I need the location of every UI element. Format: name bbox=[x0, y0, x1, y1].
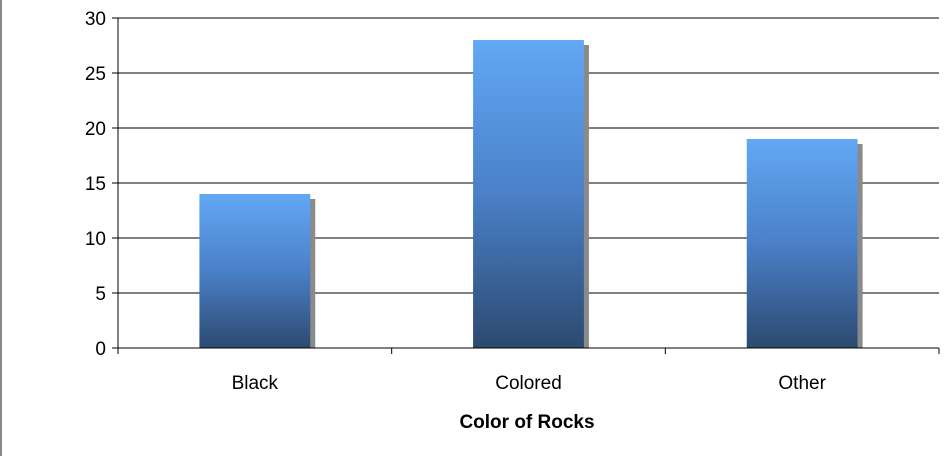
y-tick-label: 15 bbox=[85, 174, 106, 195]
y-tick-label: 30 bbox=[85, 9, 106, 30]
y-tick-label: 25 bbox=[85, 64, 106, 85]
x-tick-label: Colored bbox=[495, 373, 562, 394]
y-tick-label: 5 bbox=[95, 284, 106, 305]
y-tick-label: 0 bbox=[95, 339, 106, 360]
y-tick-label: 10 bbox=[85, 229, 106, 250]
bar-black bbox=[199, 194, 311, 348]
x-axis-title: Color of Rocks bbox=[459, 412, 594, 433]
bar-colored bbox=[473, 40, 584, 348]
bar-other bbox=[746, 139, 858, 348]
tick-labels: 0 5 10 15 20 25 30 Black Colored Other bbox=[85, 9, 827, 394]
axes bbox=[112, 17, 940, 354]
x-tick-label: Black bbox=[232, 373, 279, 394]
x-tick-label: Other bbox=[778, 373, 826, 394]
y-tick-label: 20 bbox=[85, 119, 106, 140]
bars bbox=[199, 40, 863, 348]
